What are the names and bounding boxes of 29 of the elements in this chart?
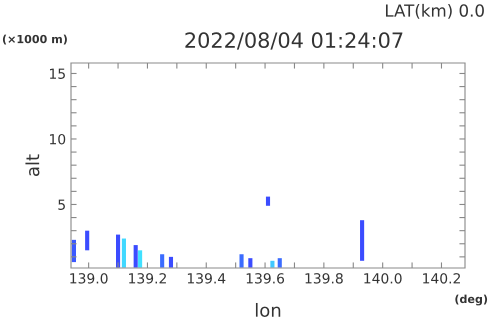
y-tick-label: 10 (50, 134, 66, 144)
text: (×1000 m) (2, 34, 67, 45)
chart-title: 2022/08/04 01:24:07 (185, 32, 402, 50)
bar (360, 220, 364, 261)
x-tick-label: 139.6 (246, 273, 284, 284)
bar (122, 238, 126, 268)
x-axis-title: lon (256, 302, 280, 317)
bar (85, 230, 90, 250)
bar (138, 250, 142, 268)
bar (248, 258, 252, 268)
y-axis-title: alt (25, 154, 40, 176)
y-tick-label: 5 (58, 200, 65, 210)
x-tick-label: 139.4 (188, 273, 226, 284)
x-tick-label: 140.2 (423, 273, 460, 284)
bar (239, 254, 244, 268)
x-tick-label: 139.2 (129, 273, 166, 284)
x-tick-label: 139.0 (70, 273, 108, 284)
text: (deg) (455, 294, 488, 306)
bar (270, 260, 274, 268)
bar (134, 245, 138, 268)
bar (266, 196, 270, 206)
x-tick-label: 139.8 (306, 273, 343, 284)
bar (116, 234, 120, 268)
bar (278, 258, 282, 268)
x-tick-label: 140.0 (364, 273, 402, 284)
y-tick-label: 15 (50, 68, 65, 79)
bar (160, 254, 164, 268)
text: LAT(km) 0.0 (386, 4, 484, 19)
bar (168, 256, 174, 268)
